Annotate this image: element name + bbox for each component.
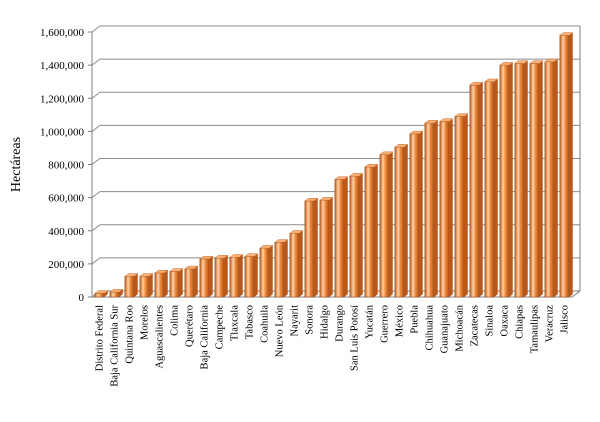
- bar: [229, 254, 244, 298]
- x-tick-label: Baja California: [200, 305, 211, 370]
- x-tick-labels: Distrito Federal Baja California Sur Quint…: [95, 304, 571, 386]
- bar: [259, 245, 274, 298]
- bar: [139, 273, 154, 298]
- x-tick-label: Hidalgo: [320, 305, 331, 339]
- bar: [199, 255, 214, 298]
- x-tick-label: Colima: [170, 305, 181, 336]
- x-tick-label: Aguascalientes: [155, 305, 166, 369]
- x-tick-label: Tabasco: [245, 305, 256, 339]
- bar: [469, 82, 484, 298]
- x-tick-label: Baja California Sur: [110, 305, 121, 387]
- bar: [394, 144, 409, 298]
- y-tick-label: 1,400,000: [40, 60, 85, 72]
- bar: [484, 78, 499, 298]
- gridline: [91, 58, 580, 66]
- x-tick-label: Durango: [335, 305, 346, 342]
- bar: [304, 197, 319, 298]
- gridlines: [91, 25, 580, 265]
- x-tick-label: Guerrero: [380, 305, 391, 343]
- bar: [559, 32, 574, 298]
- x-tick-label: Sinaloa: [485, 305, 496, 337]
- bar: [124, 273, 139, 298]
- bar: [154, 270, 169, 298]
- bars: [94, 32, 574, 298]
- x-tick-label: Morelos: [140, 305, 151, 340]
- x-tick-label: Yucatán: [365, 304, 376, 339]
- x-tick-label: San Luis Potosí: [350, 305, 361, 371]
- y-tick-label: 1,200,000: [40, 93, 85, 105]
- bar: [289, 230, 304, 298]
- x-tick-label: Jalisco: [560, 305, 571, 334]
- bar: [94, 290, 109, 298]
- x-tick-label: Zacatecas: [470, 305, 481, 346]
- x-tick-label: Querétaro: [185, 305, 196, 347]
- x-tick-label: Puebla: [410, 305, 421, 334]
- y-tick-label: 600,000: [48, 193, 84, 205]
- x-tick-label: Nayarit: [290, 305, 301, 337]
- bar: [109, 289, 124, 298]
- bar: [319, 197, 334, 298]
- bar: [514, 60, 529, 298]
- x-tick-label: Coahuila: [260, 305, 271, 343]
- x-tick-label: Quintana Roo: [125, 305, 136, 364]
- x-tick-label: México: [395, 305, 406, 337]
- x-tick-label: Nuevo León: [275, 304, 286, 357]
- gridline: [91, 91, 580, 99]
- bar: [214, 255, 229, 298]
- x-tick-label: Oaxaca: [500, 305, 511, 337]
- bar: [499, 62, 514, 298]
- x-tick-label: Veracruz: [545, 305, 556, 343]
- x-tick-label: Michoacán: [455, 304, 466, 351]
- bar: [544, 58, 559, 298]
- y-tick-label: 1,000,000: [40, 126, 85, 138]
- bar: [169, 268, 184, 298]
- gridline: [91, 25, 580, 33]
- bar: [349, 173, 364, 298]
- bar: [409, 130, 424, 298]
- y-axis-label: Hectáreas: [9, 137, 24, 192]
- x-tick-label: Sonora: [305, 305, 316, 335]
- bar: [439, 118, 454, 298]
- y-tick-label: 0: [79, 292, 85, 304]
- bar: [274, 239, 289, 298]
- bar: [379, 151, 394, 298]
- bar: [424, 120, 439, 298]
- x-tick-label: Tamaulipas: [530, 305, 541, 353]
- bar: [244, 253, 259, 298]
- floor-right-edge: [571, 290, 581, 298]
- x-tick-label: Tlaxcala: [230, 305, 241, 341]
- bar: [454, 113, 469, 298]
- x-tick-label: Distrito Federal: [95, 305, 106, 371]
- bar: [529, 60, 544, 298]
- y-tick-label: 400,000: [48, 226, 84, 238]
- x-tick-label: Guanajuato: [440, 305, 451, 353]
- y-tick-label: 800,000: [48, 160, 84, 172]
- y-tick-labels: 0 200,000 400,000 600,000 800,000 1,000,000 1,…: [40, 27, 85, 304]
- bar: [334, 176, 349, 298]
- bar: [364, 164, 379, 298]
- x-tick-label: Chiapas: [515, 305, 526, 339]
- y-tick-label: 200,000: [48, 259, 84, 271]
- bar: [184, 265, 199, 298]
- x-tick-label: Campeche: [215, 305, 226, 350]
- x-tick-label: Chihuahua: [425, 305, 436, 351]
- gridline: [91, 124, 580, 132]
- y-tick-label: 1,600,000: [40, 27, 85, 39]
